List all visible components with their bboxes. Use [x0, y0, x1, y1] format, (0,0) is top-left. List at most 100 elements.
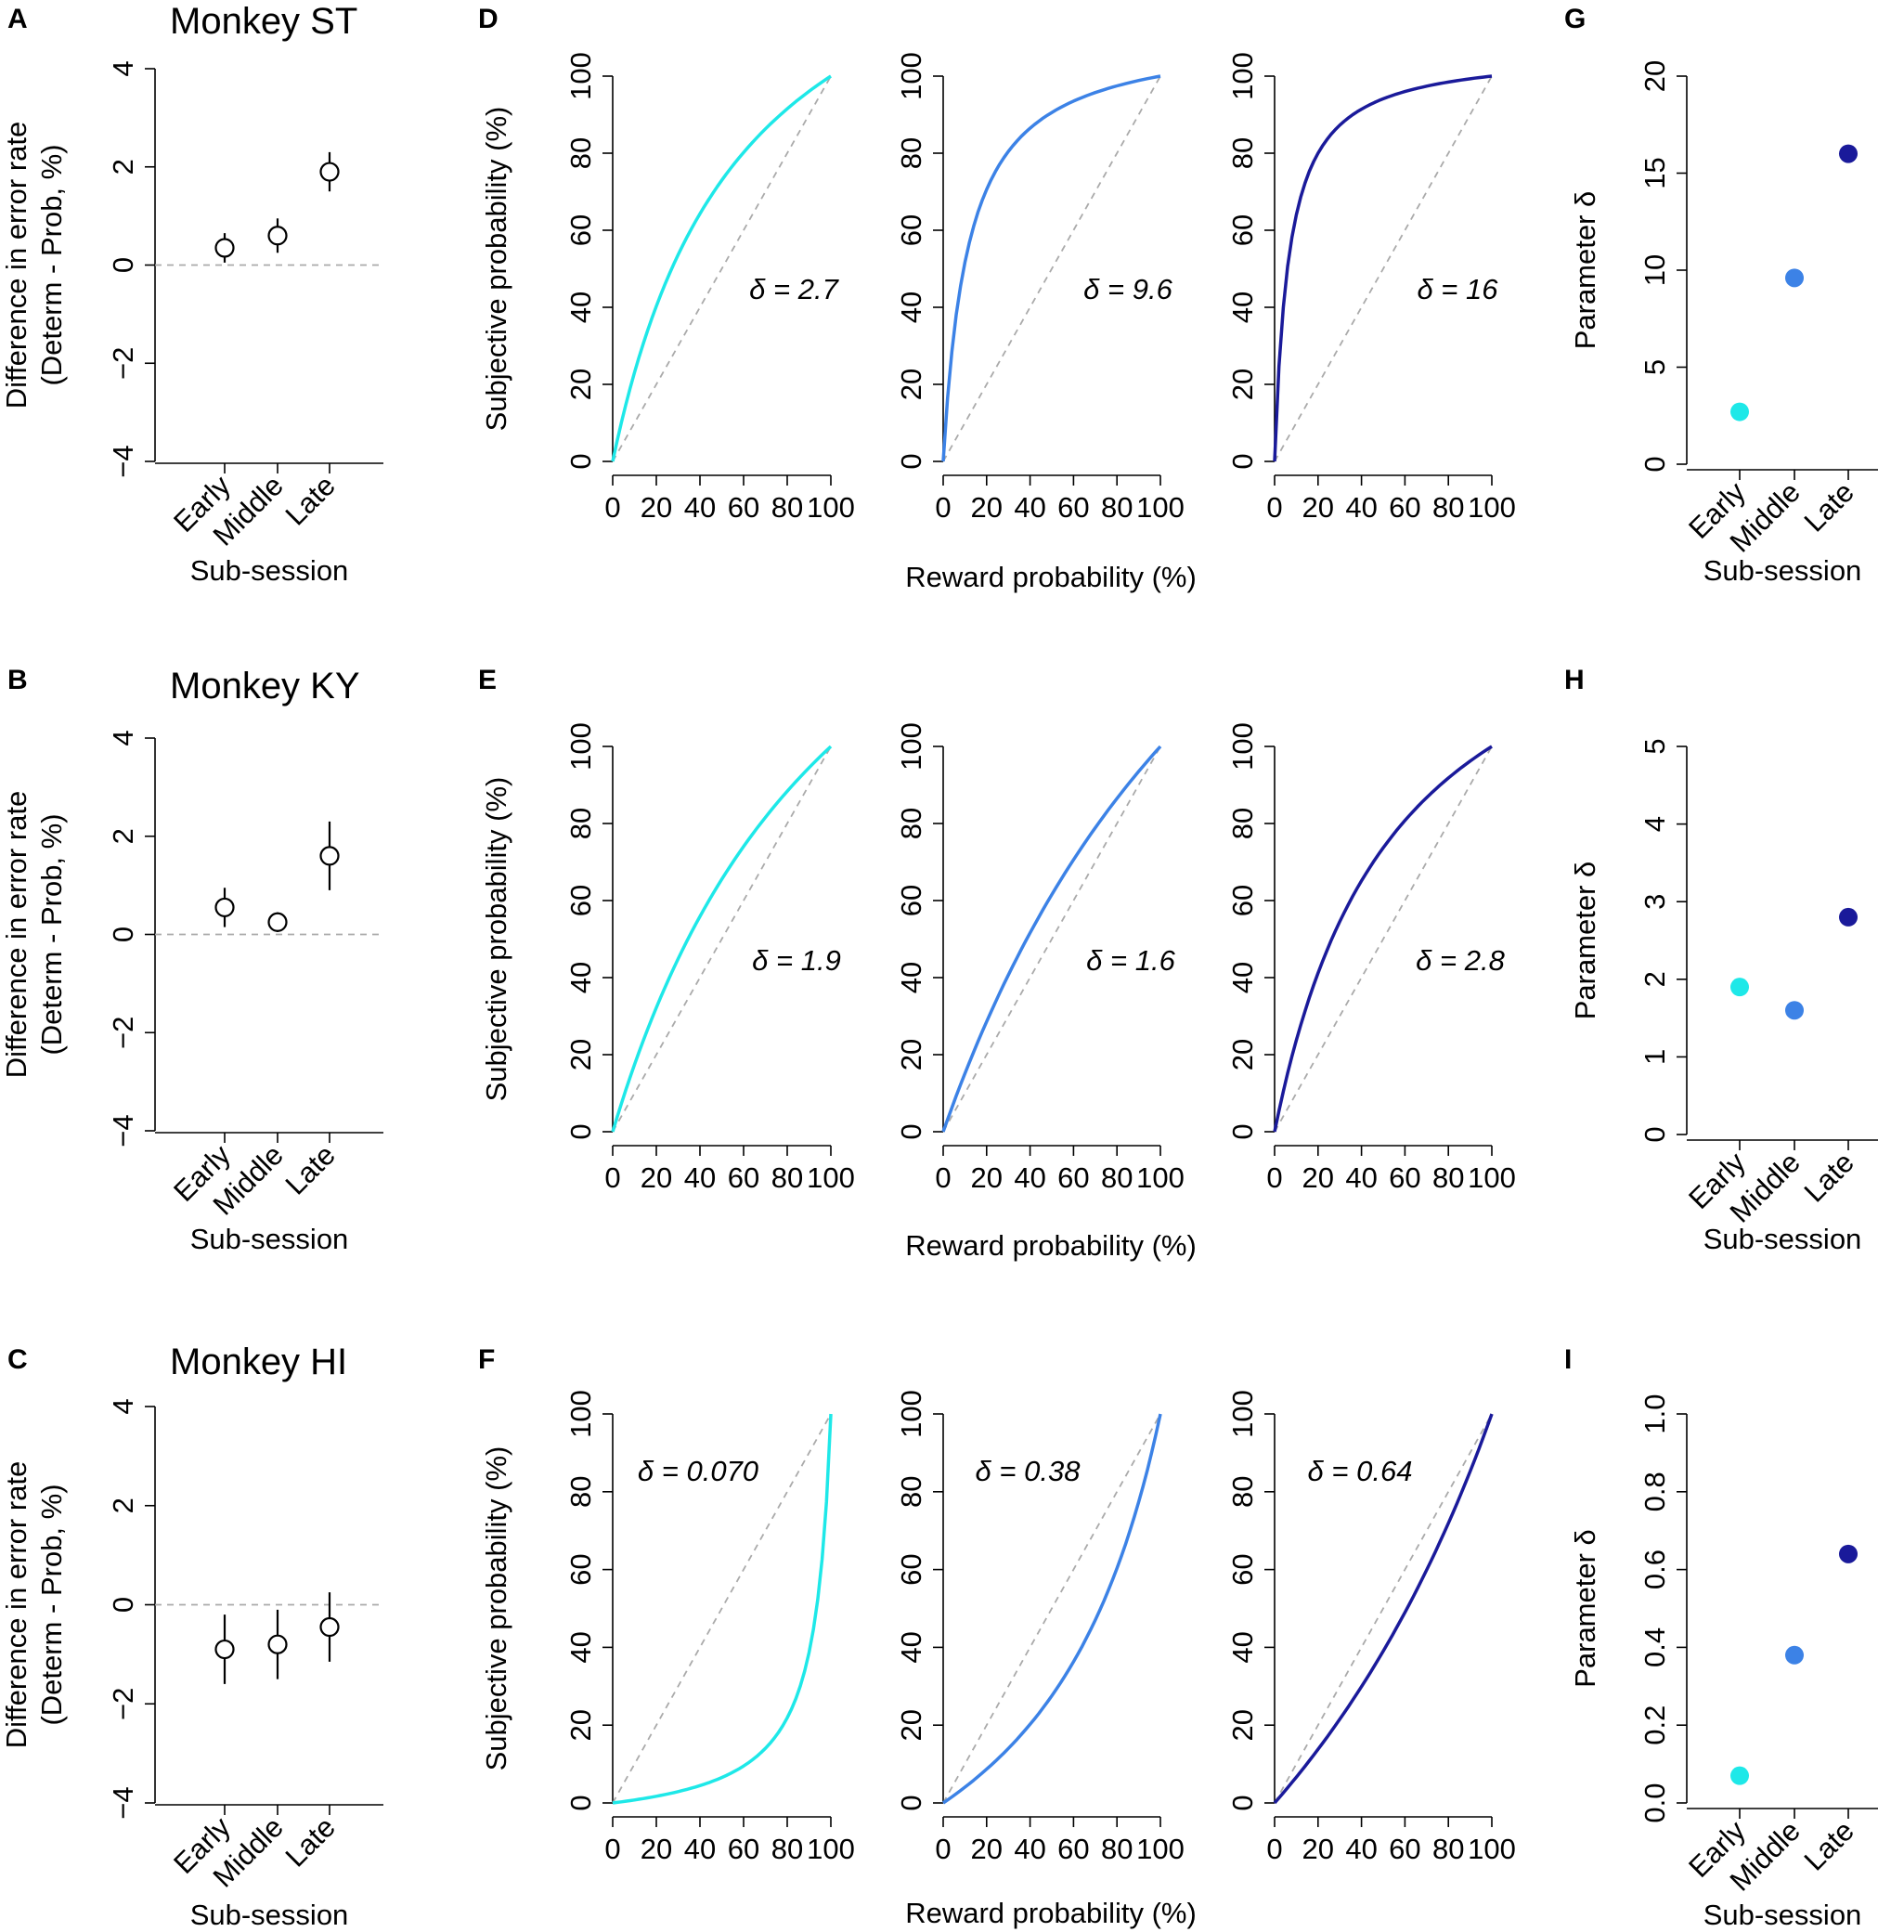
title-monkey-ky: Monkey KY — [170, 666, 360, 707]
x-tick-label: 60 — [728, 1833, 759, 1865]
x-tick-label: 80 — [771, 1161, 803, 1194]
x-tick-label: 40 — [684, 1833, 716, 1865]
y-tick-label: 60 — [1226, 214, 1259, 246]
y-tick-label: 1 — [1638, 1049, 1671, 1065]
y-tick-label: 20 — [564, 1709, 597, 1741]
y-tick-label: 100 — [1226, 1390, 1259, 1438]
y-tick-label: 80 — [1226, 137, 1259, 169]
y-axis-title: Parameter δ — [1569, 862, 1601, 1020]
weighting-curve-late — [1273, 74, 1493, 462]
y-tick-label: 60 — [564, 214, 597, 246]
identity-reference-line — [612, 746, 832, 1133]
weighting-curve-early — [611, 745, 833, 1133]
identity-reference-line — [612, 1413, 832, 1804]
y-tick-label: 0 — [564, 1123, 597, 1139]
y-tick-label: 20 — [564, 1039, 597, 1070]
panel-letter-g: G — [1564, 4, 1586, 34]
data-point-late — [319, 1616, 340, 1638]
delta-label-middle: δ = 9.6 — [1083, 273, 1172, 305]
x-tick-label: 60 — [1389, 491, 1420, 524]
weighting-curve-early — [612, 1413, 833, 1805]
y-tick-label: 20 — [895, 1039, 927, 1070]
x-tick-label: 60 — [728, 491, 759, 524]
y-tick-label: 0 — [895, 1123, 927, 1139]
y-tick-label: 40 — [895, 292, 927, 323]
x-tick-label: 0 — [1266, 1833, 1282, 1865]
data-point-middle — [1785, 1001, 1804, 1020]
x-tick-label-late: Late — [1798, 475, 1860, 538]
identity-reference-line — [1274, 1413, 1493, 1804]
y-tick-label: 100 — [895, 52, 927, 100]
y-tick-label: 40 — [564, 1631, 597, 1663]
x-tick-label: 40 — [1345, 1833, 1377, 1865]
data-point-late — [1839, 907, 1858, 927]
data-point-late — [319, 162, 340, 182]
delta-label-late: δ = 16 — [1417, 273, 1498, 305]
y-tick-label: 2 — [1638, 971, 1671, 987]
y-axis-title-line2: (Determ - Prob, %) — [35, 1484, 68, 1725]
x-tick-label: 0 — [604, 1833, 620, 1865]
x-tick-label-late: Late — [279, 469, 342, 531]
data-point-early — [1730, 1766, 1749, 1785]
y-axis-title: Parameter δ — [1569, 1529, 1601, 1688]
x-tick-label-late: Late — [279, 1138, 342, 1200]
y-tick-label: 100 — [564, 722, 597, 771]
y-tick-label: 80 — [564, 808, 597, 839]
y-tick-label: 5 — [1638, 359, 1671, 375]
panel-i: 0.00.20.40.60.81.0EarlyMiddleLateSub-ses… — [1638, 1394, 1878, 1931]
x-tick-label: 20 — [641, 1833, 672, 1865]
data-point-middle — [267, 226, 288, 246]
x-tick-label: 0 — [1266, 1161, 1282, 1194]
y-tick-label: 80 — [564, 137, 597, 169]
y-axis-title-line2: (Determ - Prob, %) — [35, 813, 68, 1055]
x-tick-label: 80 — [771, 491, 803, 524]
x-tick-label: 0 — [1266, 491, 1282, 524]
y-tick-label: 80 — [895, 808, 927, 839]
x-tick-label: 100 — [1468, 1161, 1516, 1194]
x-tick-label: 60 — [1389, 1833, 1420, 1865]
data-point-late — [1839, 144, 1858, 163]
y-tick-label: −4 — [107, 445, 139, 477]
identity-reference-line — [942, 746, 1161, 1133]
x-tick-label: 20 — [971, 1833, 1003, 1865]
identity-reference-line — [942, 75, 1161, 462]
y-tick-label: −4 — [107, 1114, 139, 1147]
y-axis-title: Subjective probability (%) — [480, 107, 512, 432]
x-tick-label: 20 — [1302, 1161, 1334, 1194]
y-tick-label: 100 — [895, 722, 927, 771]
y-tick-label: 40 — [895, 962, 927, 993]
y-tick-label: 0.6 — [1638, 1549, 1671, 1589]
y-axis-title-line2: (Determ - Prob, %) — [35, 144, 68, 385]
y-axis-title-line1: Difference in error rate — [0, 1461, 32, 1749]
x-axis-title: Sub-session — [190, 1223, 349, 1255]
x-tick-label: 40 — [1014, 491, 1045, 524]
x-tick-label: 100 — [807, 1833, 855, 1865]
x-tick-label: 40 — [684, 1161, 716, 1194]
x-tick-label: 80 — [1101, 491, 1133, 524]
y-tick-label: 60 — [1226, 1553, 1259, 1585]
y-tick-label: 4 — [1638, 816, 1671, 832]
x-tick-label: 40 — [1345, 491, 1377, 524]
x-tick-label-late: Late — [1798, 1814, 1860, 1876]
panel-letter-b: B — [7, 665, 28, 695]
x-axis-title: Reward probability (%) — [905, 561, 1197, 593]
identity-reference-line — [1274, 75, 1493, 462]
y-tick-label: 0 — [564, 453, 597, 469]
x-axis-title: Sub-session — [1703, 1223, 1862, 1255]
data-point-early — [1730, 978, 1749, 997]
x-tick-label: 100 — [1468, 491, 1516, 524]
identity-reference-line — [942, 1413, 1161, 1804]
y-tick-label: 0.0 — [1638, 1783, 1671, 1822]
x-tick-label: 60 — [1389, 1161, 1420, 1194]
y-tick-label: 20 — [564, 369, 597, 400]
